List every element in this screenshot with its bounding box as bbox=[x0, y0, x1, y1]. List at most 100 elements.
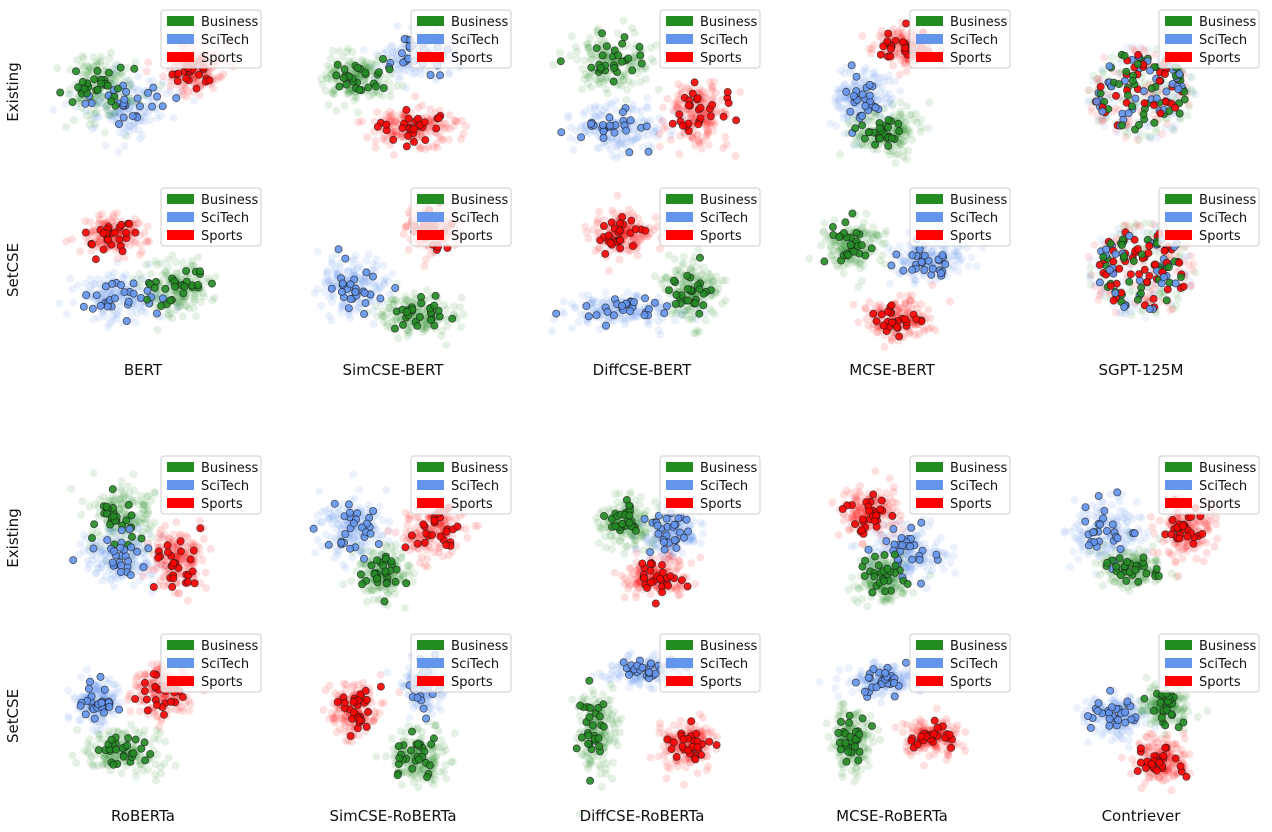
point-faint bbox=[141, 117, 150, 126]
point-faint bbox=[646, 43, 655, 52]
point-highlight bbox=[615, 226, 624, 235]
point-faint bbox=[423, 286, 432, 295]
point-faint bbox=[599, 78, 608, 87]
point-faint bbox=[647, 55, 656, 63]
point-faint bbox=[83, 68, 91, 77]
point-highlight bbox=[99, 229, 108, 238]
point-highlight bbox=[602, 321, 611, 330]
point-faint bbox=[840, 69, 849, 78]
point-highlight bbox=[130, 64, 139, 73]
point-faint bbox=[64, 90, 73, 99]
point-faint bbox=[144, 77, 153, 86]
point-faint bbox=[362, 58, 371, 66]
point-highlight bbox=[170, 282, 179, 291]
point-faint bbox=[182, 92, 191, 101]
point-faint bbox=[643, 93, 652, 102]
point-highlight bbox=[616, 219, 625, 228]
point-faint bbox=[601, 85, 610, 94]
point-highlight bbox=[150, 283, 159, 292]
point-faint bbox=[404, 245, 413, 254]
point-highlight bbox=[662, 302, 671, 311]
point-highlight bbox=[341, 254, 350, 263]
point-highlight bbox=[847, 61, 856, 70]
point-faint bbox=[81, 71, 90, 80]
point-highlight bbox=[626, 228, 635, 237]
point-faint bbox=[594, 215, 603, 224]
point-highlight bbox=[618, 108, 627, 117]
point-highlight bbox=[133, 94, 142, 103]
point-faint bbox=[658, 103, 667, 112]
point-highlight bbox=[852, 72, 861, 81]
point-highlight bbox=[92, 291, 101, 300]
point-faint bbox=[854, 283, 863, 291]
point-faint bbox=[393, 21, 402, 30]
point-faint bbox=[139, 113, 148, 122]
point-faint bbox=[128, 101, 137, 110]
legend-swatch bbox=[916, 52, 943, 62]
point-faint bbox=[567, 32, 576, 41]
point-faint bbox=[564, 111, 573, 120]
point-faint bbox=[337, 308, 346, 317]
point-highlight bbox=[650, 298, 659, 307]
point-faint bbox=[157, 81, 165, 90]
point-faint bbox=[326, 54, 335, 63]
point-highlight bbox=[373, 122, 382, 131]
point-highlight bbox=[161, 284, 170, 293]
point-faint bbox=[373, 108, 382, 117]
point-faint bbox=[137, 275, 145, 284]
point-faint bbox=[886, 279, 895, 288]
point-faint bbox=[212, 75, 221, 84]
point-highlight bbox=[884, 29, 893, 38]
point-highlight bbox=[434, 114, 443, 123]
point-highlight bbox=[846, 240, 855, 249]
point-faint bbox=[378, 91, 387, 100]
point-faint bbox=[805, 254, 814, 263]
point-highlight bbox=[851, 124, 860, 133]
point-highlight bbox=[333, 60, 342, 69]
point-highlight bbox=[901, 43, 910, 52]
point-faint bbox=[134, 72, 143, 81]
point-faint bbox=[950, 256, 959, 265]
point-highlight bbox=[117, 280, 126, 289]
point-highlight bbox=[708, 101, 717, 110]
point-highlight bbox=[415, 312, 424, 321]
point-faint bbox=[888, 100, 897, 109]
legend-label: Sports bbox=[700, 51, 742, 66]
point-faint bbox=[882, 226, 891, 235]
point-highlight bbox=[599, 221, 608, 230]
point-faint bbox=[55, 299, 64, 308]
point-faint bbox=[885, 71, 893, 80]
legend-swatch bbox=[666, 52, 693, 62]
legend-swatch bbox=[666, 194, 693, 204]
point-faint bbox=[125, 76, 134, 85]
point-faint bbox=[864, 321, 873, 330]
point-highlight bbox=[194, 70, 203, 79]
point-highlight bbox=[96, 301, 105, 310]
point-faint bbox=[137, 247, 146, 256]
point-highlight bbox=[891, 36, 900, 45]
point-highlight bbox=[360, 309, 369, 318]
point-highlight bbox=[431, 291, 440, 300]
point-faint bbox=[129, 121, 138, 129]
point-faint bbox=[184, 87, 193, 96]
point-highlight bbox=[599, 121, 608, 130]
point-highlight bbox=[606, 239, 615, 248]
point-faint bbox=[719, 144, 728, 153]
point-highlight bbox=[338, 279, 347, 288]
point-faint bbox=[690, 329, 698, 338]
point-faint bbox=[83, 111, 91, 120]
point-faint bbox=[93, 108, 102, 116]
point-faint bbox=[86, 63, 95, 72]
point-faint bbox=[358, 117, 366, 126]
point-highlight bbox=[610, 63, 619, 72]
point-highlight bbox=[820, 257, 829, 266]
point-highlight bbox=[858, 121, 867, 130]
point-highlight bbox=[912, 315, 921, 324]
point-faint bbox=[111, 109, 119, 118]
point-faint bbox=[903, 102, 912, 111]
point-faint bbox=[215, 72, 224, 81]
point-highlight bbox=[379, 84, 388, 93]
